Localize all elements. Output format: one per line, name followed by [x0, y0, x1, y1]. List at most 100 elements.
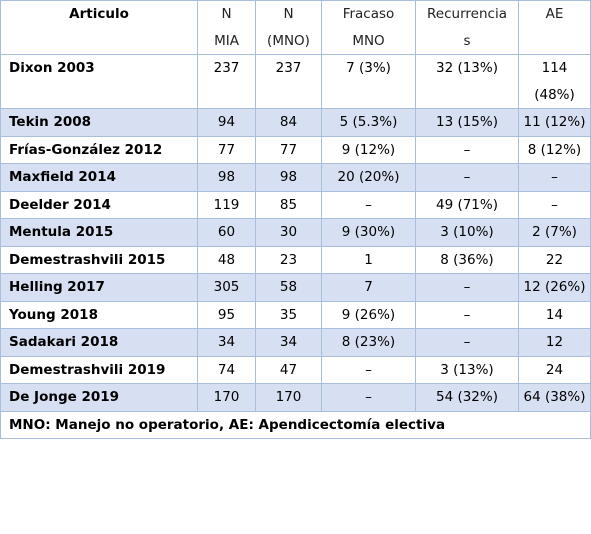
cell-n-mia: 60 [197, 218, 256, 247]
cell-ae: 14 [518, 300, 591, 329]
table-row: Sadakari 2018 34 34 8 (23%) –12 [0, 328, 591, 357]
header-recurrencias-line1: Recurrencia [427, 6, 507, 22]
table-row: Tekin 2008 94 84 5 (5.3%) 13 (15%) 11 (12%) [0, 108, 591, 137]
cell-n-mno: 98 [255, 163, 322, 192]
header-ae-line1: AE [545, 6, 564, 22]
cell-n-mia: 34 [197, 328, 256, 357]
cell-recurrencias: – [415, 135, 519, 164]
cell-ae: 11 (12%) [518, 108, 591, 137]
table-row: Mentula 2015 60 30 9 (30%) 3 (10%) 2 (7%) [0, 218, 591, 247]
cell-n-mia: 74 [197, 355, 256, 384]
cell-n-mno: 84 [255, 108, 322, 137]
cell-ae: 64 (38%) [518, 383, 591, 412]
cell-n-mia: 48 [197, 245, 256, 274]
cell-articulo: Tekin 2008 [0, 108, 198, 137]
cell-recurrencias: 13 (15%) [415, 108, 519, 137]
cell-articulo: Sadakari 2018 [0, 328, 198, 357]
cell-n-mno: 77 [255, 135, 322, 164]
table-row: Frías-González 2012 77 77 9 (12%) –8 (12%) [0, 135, 591, 164]
cell-articulo: Dixon 2003 [0, 54, 198, 109]
header-n-mno-line1: N [283, 6, 294, 22]
cell-fracaso: – [321, 383, 416, 412]
cell-fracaso: – [321, 190, 416, 219]
cell-recurrencias: 49 (71%) [415, 190, 519, 219]
header-n-mia-line1: N [221, 6, 232, 22]
cell-ae: 12 (26%) [518, 273, 591, 302]
cell-fracaso: 20 (20%) [321, 163, 416, 192]
cell-fracaso: 9 (26%) [321, 300, 416, 329]
cell-articulo: Frías-González 2012 [0, 135, 198, 164]
cell-recurrencias: 32 (13%) [415, 54, 519, 109]
footnote: MNO: Manejo no operatorio, AE: Apendicec… [0, 410, 591, 439]
cell-n-mno: 30 [255, 218, 322, 247]
cell-ae: 12 [518, 328, 591, 357]
cell-recurrencias: 3 (10%) [415, 218, 519, 247]
cell-n-mno: 170 [255, 383, 322, 412]
header-articulo-line1: Articulo [69, 6, 129, 22]
table-row: Helling 2017 305 58 7–12 (26%) [0, 273, 591, 302]
cell-recurrencias: 3 (13%) [415, 355, 519, 384]
cell-n-mia: 237 [197, 54, 256, 109]
cell-n-mia: 119 [197, 190, 256, 219]
cell-recurrencias: 8 (36%) [415, 245, 519, 274]
footnote-row: MNO: Manejo no operatorio, AE: Apendicec… [0, 410, 591, 439]
table-body: Dixon 2003 237 237 7 (3%) 32 (13%) 114 (48%) T… [0, 54, 591, 412]
header-n-mia-line2: MIA [214, 32, 239, 49]
header-articulo: Articulo [0, 0, 198, 55]
cell-ae: 114 (48%) [518, 54, 591, 109]
cell-ae: 24 [518, 355, 591, 384]
cell-ae: 22 [518, 245, 591, 274]
cell-fracaso: 7 [321, 273, 416, 302]
header-n-mia: N MIA [197, 0, 256, 55]
cell-n-mno: 23 [255, 245, 322, 274]
cell-n-mia: 170 [197, 383, 256, 412]
header-fracaso: Fracaso MNO [321, 0, 416, 55]
header-fracaso-line2: MNO [352, 32, 385, 49]
cell-articulo: Mentula 2015 [0, 218, 198, 247]
cell-fracaso: 9 (12%) [321, 135, 416, 164]
cell-fracaso: 5 (5.3%) [321, 108, 416, 137]
cell-n-mia: 98 [197, 163, 256, 192]
table-row: Demestrashvili 2015 48 23 1 8 (36%) 22 [0, 245, 591, 274]
cell-articulo: Young 2018 [0, 300, 198, 329]
cell-articulo: Maxfield 2014 [0, 163, 198, 192]
cell-n-mno: 47 [255, 355, 322, 384]
cell-n-mno: 58 [255, 273, 322, 302]
cell-fracaso: 1 [321, 245, 416, 274]
cell-fracaso: – [321, 355, 416, 384]
cell-recurrencias: – [415, 163, 519, 192]
cell-n-mno: 85 [255, 190, 322, 219]
header-n-mno: N (MNO) [255, 0, 322, 55]
cell-recurrencias: – [415, 328, 519, 357]
cell-n-mno: 34 [255, 328, 322, 357]
cell-articulo: Deelder 2014 [0, 190, 198, 219]
cell-n-mno: 35 [255, 300, 322, 329]
header-recurrencias: Recurrencia s [415, 0, 519, 55]
table-row: Demestrashvili 2019 74 47–3 (13%) 24 [0, 355, 591, 384]
table-row: Dixon 2003 237 237 7 (3%) 32 (13%) 114 (48%) [0, 54, 591, 109]
cell-n-mia: 77 [197, 135, 256, 164]
cell-n-mia: 94 [197, 108, 256, 137]
table-row: Maxfield 2014 98 98 20 (20%) – – [0, 163, 591, 192]
cell-recurrencias: – [415, 273, 519, 302]
header-row: Articulo N MIA N (MNO) Fracaso MNO Recur… [0, 0, 591, 55]
cell-ae: – [518, 190, 591, 219]
cell-fracaso: 8 (23%) [321, 328, 416, 357]
cell-articulo: Demestrashvili 2015 [0, 245, 198, 274]
cell-fracaso: 9 (30%) [321, 218, 416, 247]
cell-ae: – [518, 163, 591, 192]
header-fracaso-line1: Fracaso [342, 6, 395, 22]
cell-fracaso: 7 (3%) [321, 54, 416, 109]
header-recurrencias-line2: s [463, 32, 471, 49]
table-row: Young 2018 95 35 9 (26%) –14 [0, 300, 591, 329]
cell-recurrencias: – [415, 300, 519, 329]
header-ae: AE [518, 0, 591, 55]
cell-articulo: De Jonge 2019 [0, 383, 198, 412]
cell-ae: 8 (12%) [518, 135, 591, 164]
cell-n-mno: 237 [255, 54, 322, 109]
cell-recurrencias: 54 (32%) [415, 383, 519, 412]
header-n-mno-line2: (MNO) [267, 32, 310, 49]
cell-n-mia: 305 [197, 273, 256, 302]
table-row: Deelder 2014 119 85–49 (71%) – [0, 190, 591, 219]
cell-articulo: Helling 2017 [0, 273, 198, 302]
